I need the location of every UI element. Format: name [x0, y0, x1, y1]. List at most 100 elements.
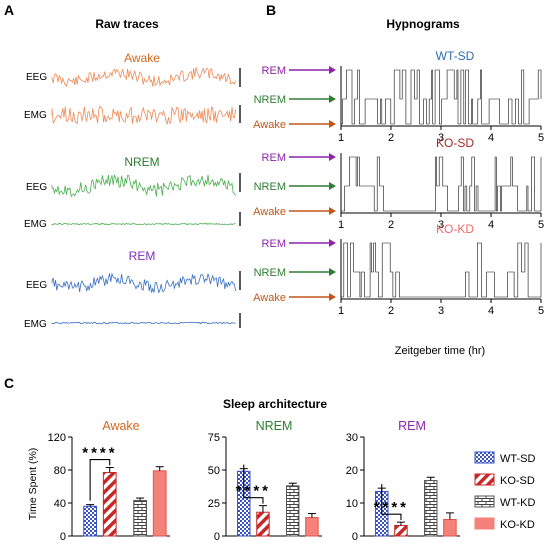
state-label-awake: Awake [253, 206, 286, 218]
bar-chart-awake: Awake 0 40 80 120 **** [48, 419, 170, 543]
hypnogram-ko-sd: KO-SD REM NREM Awake 1 2 3 4 5 [253, 136, 544, 231]
hypnogram-xlabel: Zeitgeber time (hr) [395, 345, 485, 357]
hypnogram-x-tick-label: 2 [388, 305, 394, 317]
legend-swatch [474, 517, 495, 530]
bar-ko-sd [102, 471, 117, 537]
arrow-head-icon [329, 207, 336, 215]
arrow-head-icon [329, 120, 336, 128]
panel-label-b: B [266, 2, 276, 18]
eeg-label-rem: EEG [26, 280, 47, 291]
hypnogram-x-tick-label: 5 [538, 132, 544, 144]
chart-title: NREM [256, 419, 293, 433]
hypnogram-ko-kd: KO-KD REM NREM Awake 1 2 3 4 5 [253, 222, 544, 317]
hypnogram-x-tick-label: 2 [388, 219, 394, 231]
hypnogram-x-tick-label: 5 [538, 305, 544, 317]
significance-bracket [381, 484, 402, 521]
hypnogram-x-tick-label: 3 [438, 219, 444, 231]
hypnograms-panel: Hypnograms WT-SD REM NREM Awake 1 2 3 4 5 KO-SD RE… [253, 17, 544, 357]
eeg-label-nrem: EEG [26, 182, 47, 193]
bar-ko-kd [305, 517, 319, 537]
eeg-label-awake: EEG [26, 72, 47, 83]
trace-awake-emg [51, 105, 236, 126]
y-axis-label: Time Spent (%) [27, 448, 39, 521]
hypnogram-title-ko-kd: KO-KD [436, 222, 474, 236]
arrow-head-icon [329, 182, 336, 190]
hypnograms-title: Hypnograms [386, 17, 460, 31]
state-label-nrem: NREM [254, 267, 286, 279]
chart-title: REM [398, 419, 426, 433]
legend: WT-SD KO-SD WT-KD KO-KD [474, 451, 535, 531]
hypnogram-x-tick-label: 4 [488, 132, 494, 144]
hypnogram-trace-wt-sd [341, 69, 542, 125]
chart-title: Awake [102, 419, 139, 433]
bar-ko-kd [152, 470, 167, 537]
trace-nrem-eeg [51, 174, 236, 198]
sleep-architecture-title: Sleep architecture [223, 397, 327, 411]
hypnogram-x-tick-label: 4 [488, 305, 494, 317]
y-tick-label: 10 [346, 498, 358, 510]
state-label-rem: REM [262, 238, 286, 250]
arrow-head-icon [329, 239, 336, 247]
hypnogram-title-wt-sd: WT-SD [436, 49, 475, 63]
state-label-awake: Awake [253, 292, 286, 304]
panel-label-a: A [4, 2, 14, 18]
bar-ko-sd [394, 524, 408, 537]
y-tick-label: 25 [208, 498, 220, 510]
arrow-head-icon [329, 268, 336, 276]
bar-wt-sd [83, 505, 98, 537]
state-label-nrem: NREM [254, 94, 286, 106]
hypnogram-x-tick-label: 1 [338, 219, 344, 231]
sleep-architecture-panel: Sleep architecture Time Spent (%) Awake 0… [27, 397, 535, 543]
bar-charts: Awake 0 40 80 120 **** NREM 0 25 50 75 **** REM 0 10 20… [48, 419, 460, 543]
state-label-rem: REM [262, 65, 286, 77]
y-tick-label: 50 [208, 465, 220, 477]
hypnogram-x-tick-label: 4 [488, 219, 494, 231]
legend-swatch [474, 495, 495, 508]
bar-chart-rem: REM 0 10 20 30 **** [346, 419, 460, 543]
trace-nrem-emg [51, 222, 236, 226]
hypnogram-x-tick-label: 3 [438, 132, 444, 144]
bar-chart-nrem: NREM 0 25 50 75 **** [208, 419, 322, 543]
state-label-rem: REM [129, 249, 156, 263]
significance-label: **** [236, 483, 271, 500]
bar-ko-kd [443, 519, 457, 537]
y-tick-label: 30 [346, 432, 358, 444]
hypnogram-title-ko-sd: KO-SD [436, 136, 474, 150]
bar-wt-kd [133, 500, 147, 537]
state-label-rem: REM [262, 152, 286, 164]
y-tick-label: 80 [54, 465, 66, 477]
y-tick-label: 0 [214, 531, 220, 543]
trace-rem-eeg [51, 272, 236, 294]
state-label-nrem: NREM [124, 155, 159, 169]
state-label-nrem: NREM [254, 181, 286, 193]
trace-awake-eeg [51, 67, 236, 88]
hypnogram-rows: WT-SD REM NREM Awake 1 2 3 4 5 KO-SD REM NREM Awake 1… [253, 49, 544, 317]
legend-swatch [474, 451, 495, 464]
bar-ko-sd [256, 511, 270, 537]
y-tick-label: 40 [54, 498, 66, 510]
hypnogram-x-tick-label: 2 [388, 132, 394, 144]
emg-label-nrem: EMG [24, 219, 47, 230]
hypnogram-x-tick-label: 1 [338, 305, 344, 317]
raw-traces-panel: Raw traces Awake EEG EMG NREM EEG EMG RE… [24, 17, 241, 330]
legend-swatch [474, 473, 495, 486]
hypnogram-x-tick-label: 5 [538, 219, 544, 231]
bar-wt-kd [285, 485, 300, 537]
arrow-head-icon [329, 95, 336, 103]
emg-label-rem: EMG [24, 319, 47, 330]
y-tick-label: 0 [352, 531, 358, 543]
hypnogram-x-tick-label: 3 [438, 305, 444, 317]
arrow-head-icon [329, 293, 336, 301]
arrow-head-icon [329, 153, 336, 161]
significance-label: **** [82, 445, 117, 462]
hypnogram-trace-ko-kd [341, 242, 542, 298]
legend-label: KO-KD [500, 519, 535, 531]
legend-label: KO-SD [500, 475, 535, 487]
hypnogram-x-tick-label: 1 [338, 132, 344, 144]
hypnogram-wt-sd: WT-SD REM NREM Awake 1 2 3 4 5 [253, 49, 544, 144]
significance-bracket [243, 464, 264, 504]
bar-wt-kd [423, 480, 438, 537]
arrow-head-icon [329, 66, 336, 74]
significance-label: **** [374, 499, 409, 516]
